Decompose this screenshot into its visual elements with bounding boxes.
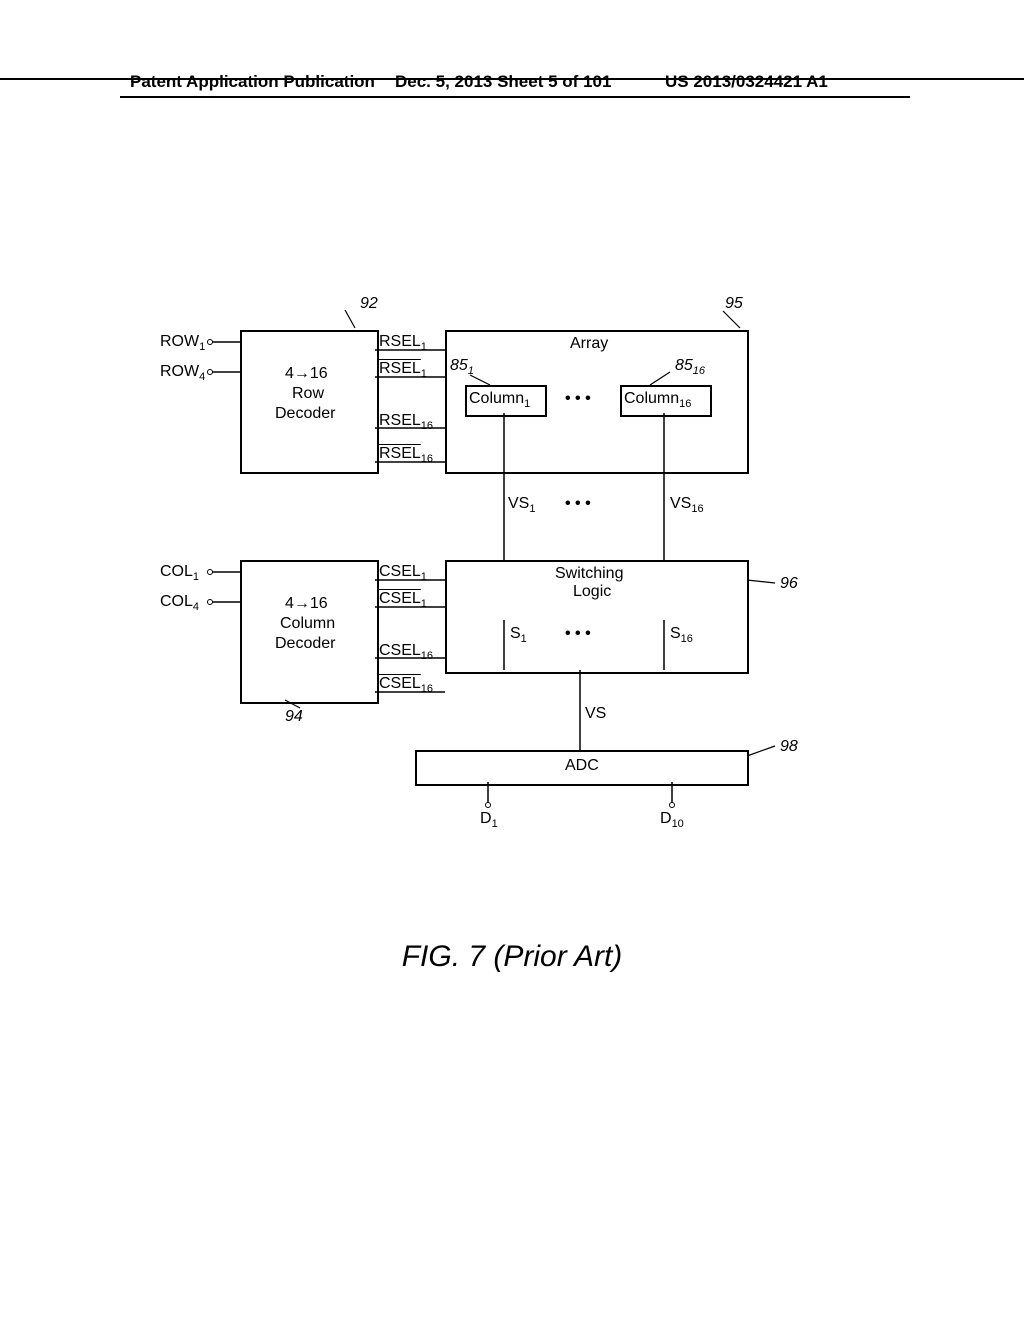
diagram-fig7: 4→16 Row Decoder 4→16 Column Decoder Arr… (170, 300, 870, 920)
header-right: US 2013/0324421 A1 (665, 72, 828, 92)
header-left: Patent Application Publication (130, 72, 375, 92)
connector-lines (170, 300, 870, 920)
header-rule (120, 96, 910, 98)
page: Patent Application Publication Dec. 5, 2… (0, 0, 1024, 1320)
header-center: Dec. 5, 2013 Sheet 5 of 101 (395, 72, 611, 92)
page-header: Patent Application Publication Dec. 5, 2… (0, 72, 1024, 80)
figure-caption: FIG. 7 (Prior Art) (0, 940, 1024, 974)
